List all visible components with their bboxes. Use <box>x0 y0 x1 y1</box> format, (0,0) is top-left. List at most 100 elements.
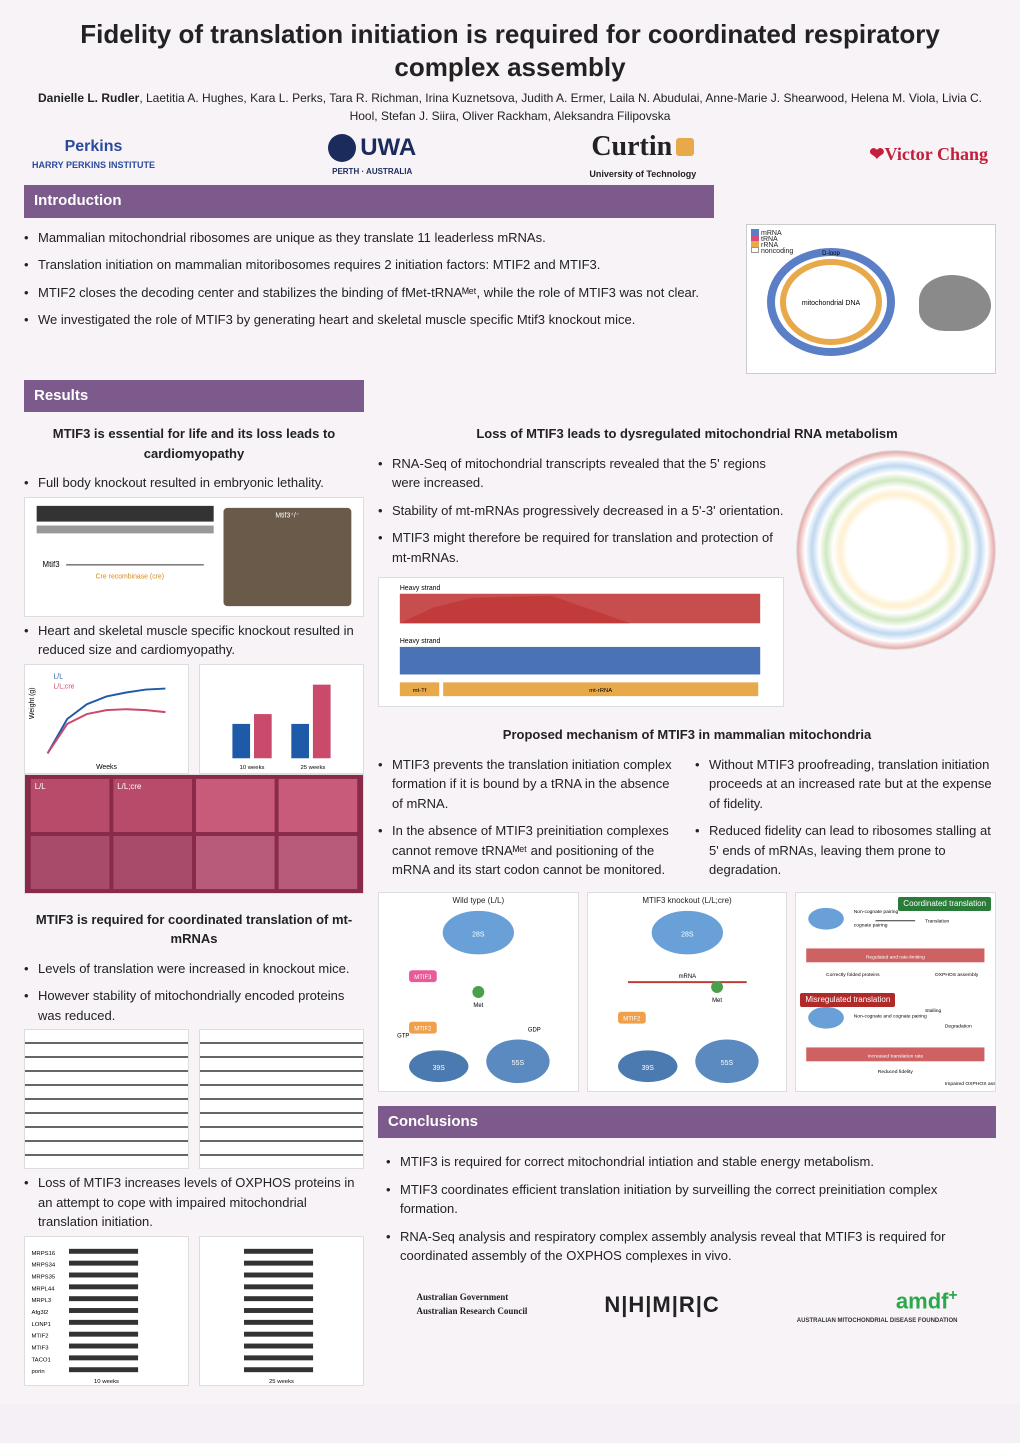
svg-text:55S: 55S <box>720 1060 733 1067</box>
svg-text:mt-Tf: mt-Tf <box>413 688 427 694</box>
svg-text:D-loop: D-loop <box>822 251 840 257</box>
mech-bullet: Reduced fidelity can lead to ribosomes s… <box>695 817 996 884</box>
svg-text:Cre recombinase (cre): Cre recombinase (cre) <box>96 573 164 580</box>
svg-text:MTIF2: MTIF2 <box>414 1026 431 1032</box>
mito-dna-figure: mRNA tRNA rRNA noncoding mitochondrial D… <box>746 224 996 374</box>
svg-text:porin: porin <box>32 1369 45 1375</box>
svg-text:Stalling: Stalling <box>925 1007 941 1013</box>
svg-text:28S: 28S <box>472 931 485 938</box>
left-bullet: However stability of mitochondrially enc… <box>24 982 364 1029</box>
svg-text:39S: 39S <box>641 1065 654 1072</box>
svg-text:LONP1: LONP1 <box>32 1321 51 1327</box>
svg-text:mitochondrial DNA: mitochondrial DNA <box>802 300 861 307</box>
mechanism-ko-figure: MTIF3 knockout (L/L;cre) 28S mRNA MTIF2 … <box>587 892 788 1092</box>
svg-text:MTIF2: MTIF2 <box>32 1333 49 1339</box>
svg-text:OXPHOS assembly: OXPHOS assembly <box>935 972 979 978</box>
subhead-mechanism: Proposed mechanism of MTIF3 in mammalian… <box>378 725 996 745</box>
subhead-translation: MTIF3 is required for coordinated transl… <box>24 910 364 949</box>
results-right-column: Loss of MTIF3 leads to dysregulated mito… <box>378 418 996 1386</box>
mech-bullet: MTIF3 prevents the translation initiatio… <box>378 751 679 818</box>
western-25wk: 25 weeks <box>199 1236 364 1386</box>
author-line: Danielle L. Rudler, Laetitia A. Hughes, … <box>24 89 996 125</box>
heart-ratio-chart: 10 weeks 25 weeks <box>199 664 364 774</box>
svg-text:MRPS34: MRPS34 <box>32 1262 56 1268</box>
conclusion-bullet: MTIF3 coordinates efficient translation … <box>386 1176 988 1223</box>
svg-text:L/L: L/L <box>53 673 63 680</box>
gel-25wk <box>199 1029 364 1169</box>
svg-text:Met: Met <box>473 1002 483 1008</box>
svg-text:L/L;cre: L/L;cre <box>53 683 74 690</box>
svg-text:Regulated and rate-limiting: Regulated and rate-limiting <box>866 954 925 960</box>
svg-text:Translation: Translation <box>925 918 949 924</box>
amdf-logo: amdf+ AUSTRALIAN MITOCHONDRIAL DISEASE F… <box>797 1284 958 1326</box>
co-authors: , Laetitia A. Hughes, Kara L. Perks, Tar… <box>139 91 982 123</box>
svg-text:GTP: GTP <box>397 1033 409 1039</box>
mouse-icon <box>919 275 991 331</box>
svg-text:Increased translation rate: Increased translation rate <box>868 1053 924 1059</box>
svg-text:TACO1: TACO1 <box>32 1357 51 1363</box>
svg-text:Correctly folded proteins: Correctly folded proteins <box>826 972 880 978</box>
svg-text:GDP: GDP <box>528 1027 541 1033</box>
subhead-rna: Loss of MTIF3 leads to dysregulated mito… <box>378 424 996 444</box>
first-author: Danielle L. Rudler <box>38 91 139 105</box>
svg-text:mRNA: mRNA <box>678 974 696 980</box>
intro-bullet: We investigated the role of MTIF3 by gen… <box>24 306 736 334</box>
conclusions-heading: Conclusions <box>378 1106 996 1139</box>
victor-chang-logo: ❤Victor Chang <box>869 135 988 173</box>
intro-bullets: Mammalian mitochondrial ribosomes are un… <box>24 224 736 334</box>
svg-text:Reduced fidelity: Reduced fidelity <box>878 1069 914 1075</box>
rna-bullet: RNA-Seq of mitochondrial transcripts rev… <box>378 450 784 497</box>
svg-text:28S: 28S <box>681 931 694 938</box>
svg-text:MRPL44: MRPL44 <box>32 1286 56 1292</box>
mechanism-wt-figure: Wild type (L/L) 28S MTIF3 MTIF2 GTP 39S … <box>378 892 579 1092</box>
funding-logos: Australian Government Australian Researc… <box>378 1284 996 1326</box>
nhmrc-logo: N|H|M|R|C <box>604 1288 720 1321</box>
intro-bullet: MTIF2 closes the decoding center and sta… <box>24 279 736 307</box>
histology-panels: L/L L/L;cre <box>24 774 364 894</box>
left-bullet: Levels of translation were increased in … <box>24 955 364 983</box>
left-bullet: Heart and skeletal muscle specific knock… <box>24 617 364 664</box>
svg-text:Mtif3: Mtif3 <box>43 559 61 568</box>
svg-text:25 weeks: 25 weeks <box>269 1379 294 1385</box>
conclusion-bullet: RNA-Seq analysis and respiratory complex… <box>386 1223 988 1270</box>
svg-text:mt-rRNA: mt-rRNA <box>589 688 612 694</box>
intro-bullet: Mammalian mitochondrial ribosomes are un… <box>24 224 736 252</box>
svg-text:55S: 55S <box>512 1060 525 1067</box>
svg-text:Degradation: Degradation <box>945 1023 972 1029</box>
rna-bullet: MTIF3 might therefore be required for tr… <box>378 524 784 571</box>
svg-text:Heavy strand: Heavy strand <box>400 585 441 592</box>
svg-text:MRPL3: MRPL3 <box>32 1298 52 1304</box>
svg-text:MRPS16: MRPS16 <box>32 1250 56 1256</box>
svg-text:25 weeks: 25 weeks <box>301 765 326 771</box>
svg-text:39S: 39S <box>433 1065 446 1072</box>
svg-text:Afg3l2: Afg3l2 <box>32 1309 49 1315</box>
svg-text:Weeks: Weeks <box>96 764 117 771</box>
svg-text:Heavy strand: Heavy strand <box>400 638 441 645</box>
svg-text:Weight (g): Weight (g) <box>29 687 36 719</box>
rna-bullet: Stability of mt-mRNAs progressively decr… <box>378 497 784 525</box>
circular-rnaseq-plot <box>796 450 996 650</box>
svg-text:L/L: L/L <box>35 781 47 790</box>
intro-heading: Introduction <box>24 185 714 218</box>
strand-coverage-figure: Heavy strand Heavy strand mt-Tf mt-rRNA <box>378 577 784 707</box>
subhead-cardiomyopathy: MTIF3 is essential for life and its loss… <box>24 424 364 463</box>
conclusion-bullet: MTIF3 is required for correct mitochondr… <box>386 1148 988 1176</box>
results-heading: Results <box>24 380 364 413</box>
left-bullet: Loss of MTIF3 increases levels of OXPHOS… <box>24 1169 364 1236</box>
svg-text:L/L;cre: L/L;cre <box>117 781 142 790</box>
mechanism-flow-figure: Coordinated translation Misregulated tra… <box>795 892 996 1092</box>
left-bullet: Full body knockout resulted in embryonic… <box>24 469 364 497</box>
results-left-column: MTIF3 is essential for life and its loss… <box>24 418 364 1386</box>
svg-text:MTIF2: MTIF2 <box>623 1016 640 1022</box>
arc-logo: Australian Government Australian Researc… <box>416 1291 527 1318</box>
svg-text:10 weeks: 10 weeks <box>240 765 265 771</box>
curtin-logo: Curtin University of Technology <box>589 135 696 173</box>
svg-text:cognate pairing: cognate pairing <box>854 922 888 928</box>
perkins-logo: Perkins HARRY PERKINS INSTITUTE <box>32 135 155 173</box>
svg-text:10 weeks: 10 weeks <box>94 1379 119 1385</box>
svg-text:Non-cognate pairing: Non-cognate pairing <box>854 908 899 914</box>
svg-text:MRPS35: MRPS35 <box>32 1274 56 1280</box>
svg-text:Met: Met <box>712 997 722 1003</box>
affiliation-logos: Perkins HARRY PERKINS INSTITUTE UWA PERT… <box>32 135 988 173</box>
svg-text:MTIF3: MTIF3 <box>414 975 432 981</box>
